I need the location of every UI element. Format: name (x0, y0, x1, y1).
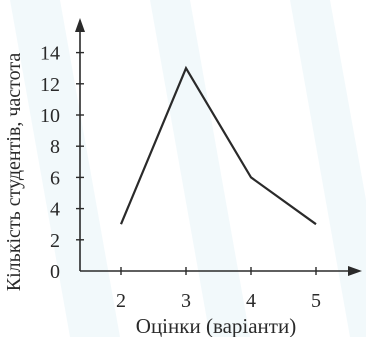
y-tick-label: 4 (50, 199, 60, 221)
y-ticks: 0 2 4 6 8 10 12 14 (40, 43, 84, 283)
y-tick-label: 2 (50, 230, 60, 252)
y-tick-label: 0 (50, 261, 60, 283)
x-tick-label: 3 (181, 290, 191, 312)
y-axis-label: Кількість студентів, частота (3, 53, 25, 292)
y-tick-label: 8 (50, 136, 60, 158)
x-tick-label: 5 (311, 290, 321, 312)
frequency-polygon-line (119, 65, 317, 226)
y-tick-label: 14 (40, 43, 60, 65)
x-tick-label: 4 (246, 290, 256, 312)
y-tick-label: 12 (40, 74, 60, 96)
x-axis-label: Оцінки (варіанти) (136, 314, 296, 337)
x-axis-arrow (348, 266, 362, 276)
y-tick-label: 6 (50, 167, 60, 189)
x-tick-label: 2 (116, 290, 126, 312)
series (119, 65, 317, 226)
y-tick-label: 10 (40, 105, 60, 127)
x-ticks: 2 3 4 5 (116, 267, 321, 312)
axes (75, 18, 362, 276)
y-axis-arrow (75, 18, 85, 32)
